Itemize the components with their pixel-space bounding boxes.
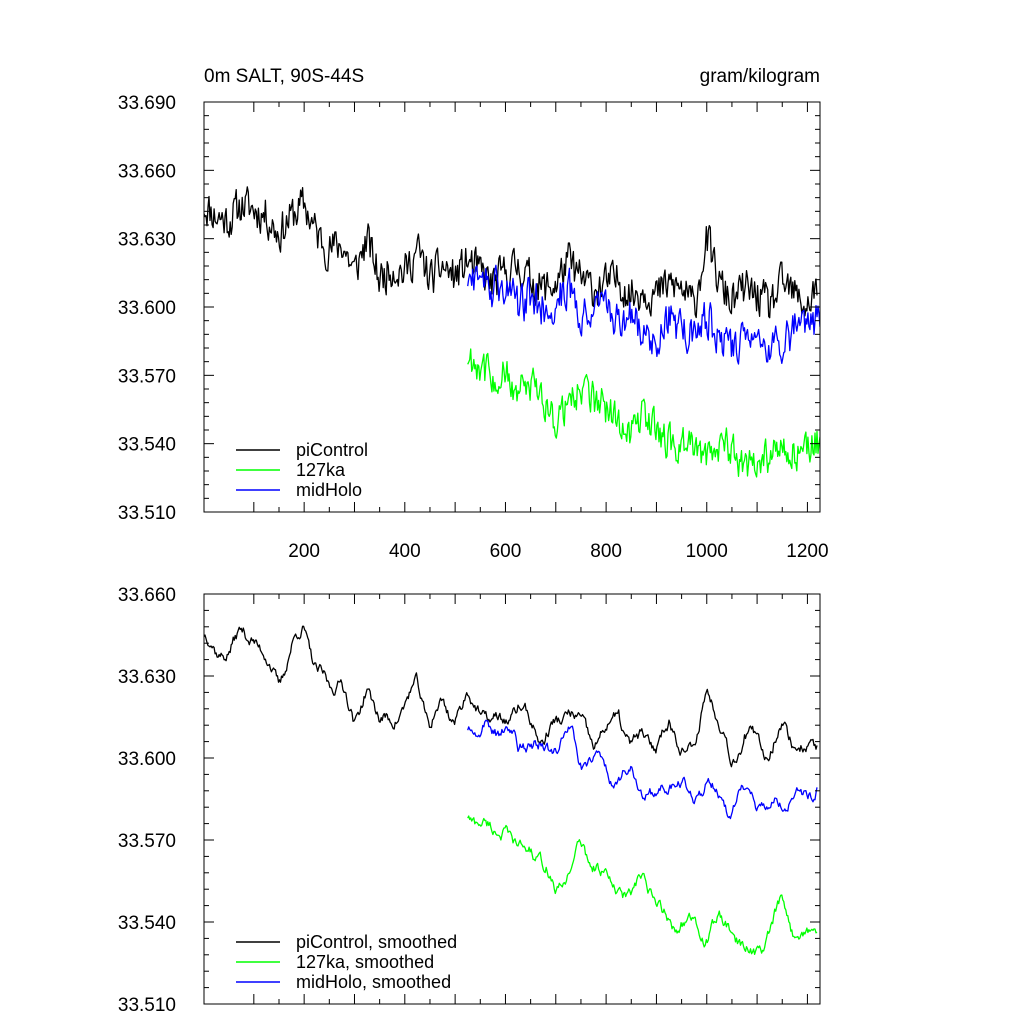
- series-line: [467, 264, 820, 365]
- x-tick-label: 800: [590, 541, 622, 562]
- y-tick-label: 33.660: [118, 585, 176, 606]
- bottom-plot-frame: [203, 593, 821, 1005]
- y-tick-label: 33.660: [118, 161, 176, 182]
- y-tick-label: 33.630: [118, 230, 176, 251]
- bottom-series-group: [204, 625, 818, 956]
- top-title-right: gram/kilogram: [700, 66, 820, 87]
- legend-label: piControl: [296, 440, 368, 460]
- y-tick-label: 33.570: [118, 366, 176, 387]
- top-title-left: 0m SALT, 90S-44S: [204, 66, 364, 87]
- legend-label: 127ka: [296, 460, 346, 480]
- y-tick-label: 33.510: [118, 995, 176, 1016]
- legend-label: piControl, smoothed: [296, 932, 457, 952]
- y-tick-label: 33.540: [118, 913, 176, 934]
- y-tick-label: 33.690: [118, 93, 176, 114]
- x-tick-label: 200: [288, 541, 320, 562]
- y-tick-label: 33.540: [118, 435, 176, 456]
- x-tick-label: 1000: [686, 541, 728, 562]
- series-line: [467, 348, 820, 478]
- top-series-group: [204, 186, 820, 478]
- legend-label: 127ka, smoothed: [296, 952, 434, 972]
- y-tick-label: 33.570: [118, 831, 176, 852]
- top-panel: 0m SALT, 90S-44S gram/kilogram 33.51033.…: [118, 66, 829, 562]
- legend-label: midHolo, smoothed: [296, 972, 451, 992]
- x-tick-label: 600: [490, 541, 522, 562]
- x-tick-label: 400: [389, 541, 421, 562]
- legend-label: midHolo: [296, 480, 362, 500]
- bottom-axes: 33.510 33.540 33.570 33.600 33.630 33.660: [118, 585, 820, 1016]
- series-line: [204, 625, 818, 768]
- x-tick-label: 1200: [786, 541, 828, 562]
- y-tick-label: 33.630: [118, 667, 176, 688]
- bottom-panel: 33.510 33.540 33.570 33.600 33.630 33.660 piC…: [118, 585, 821, 1016]
- series-line: [204, 186, 818, 319]
- series-line: [467, 719, 818, 820]
- series-line: [467, 815, 818, 956]
- y-tick-label: 33.600: [118, 298, 176, 319]
- top-axes: 33.510 33.540 33.570 33.600 33.630 33.660 33.6…: [118, 93, 829, 562]
- top-plot-frame: [203, 101, 821, 513]
- y-tick-label: 33.600: [118, 749, 176, 770]
- y-tick-label: 33.510: [118, 503, 176, 524]
